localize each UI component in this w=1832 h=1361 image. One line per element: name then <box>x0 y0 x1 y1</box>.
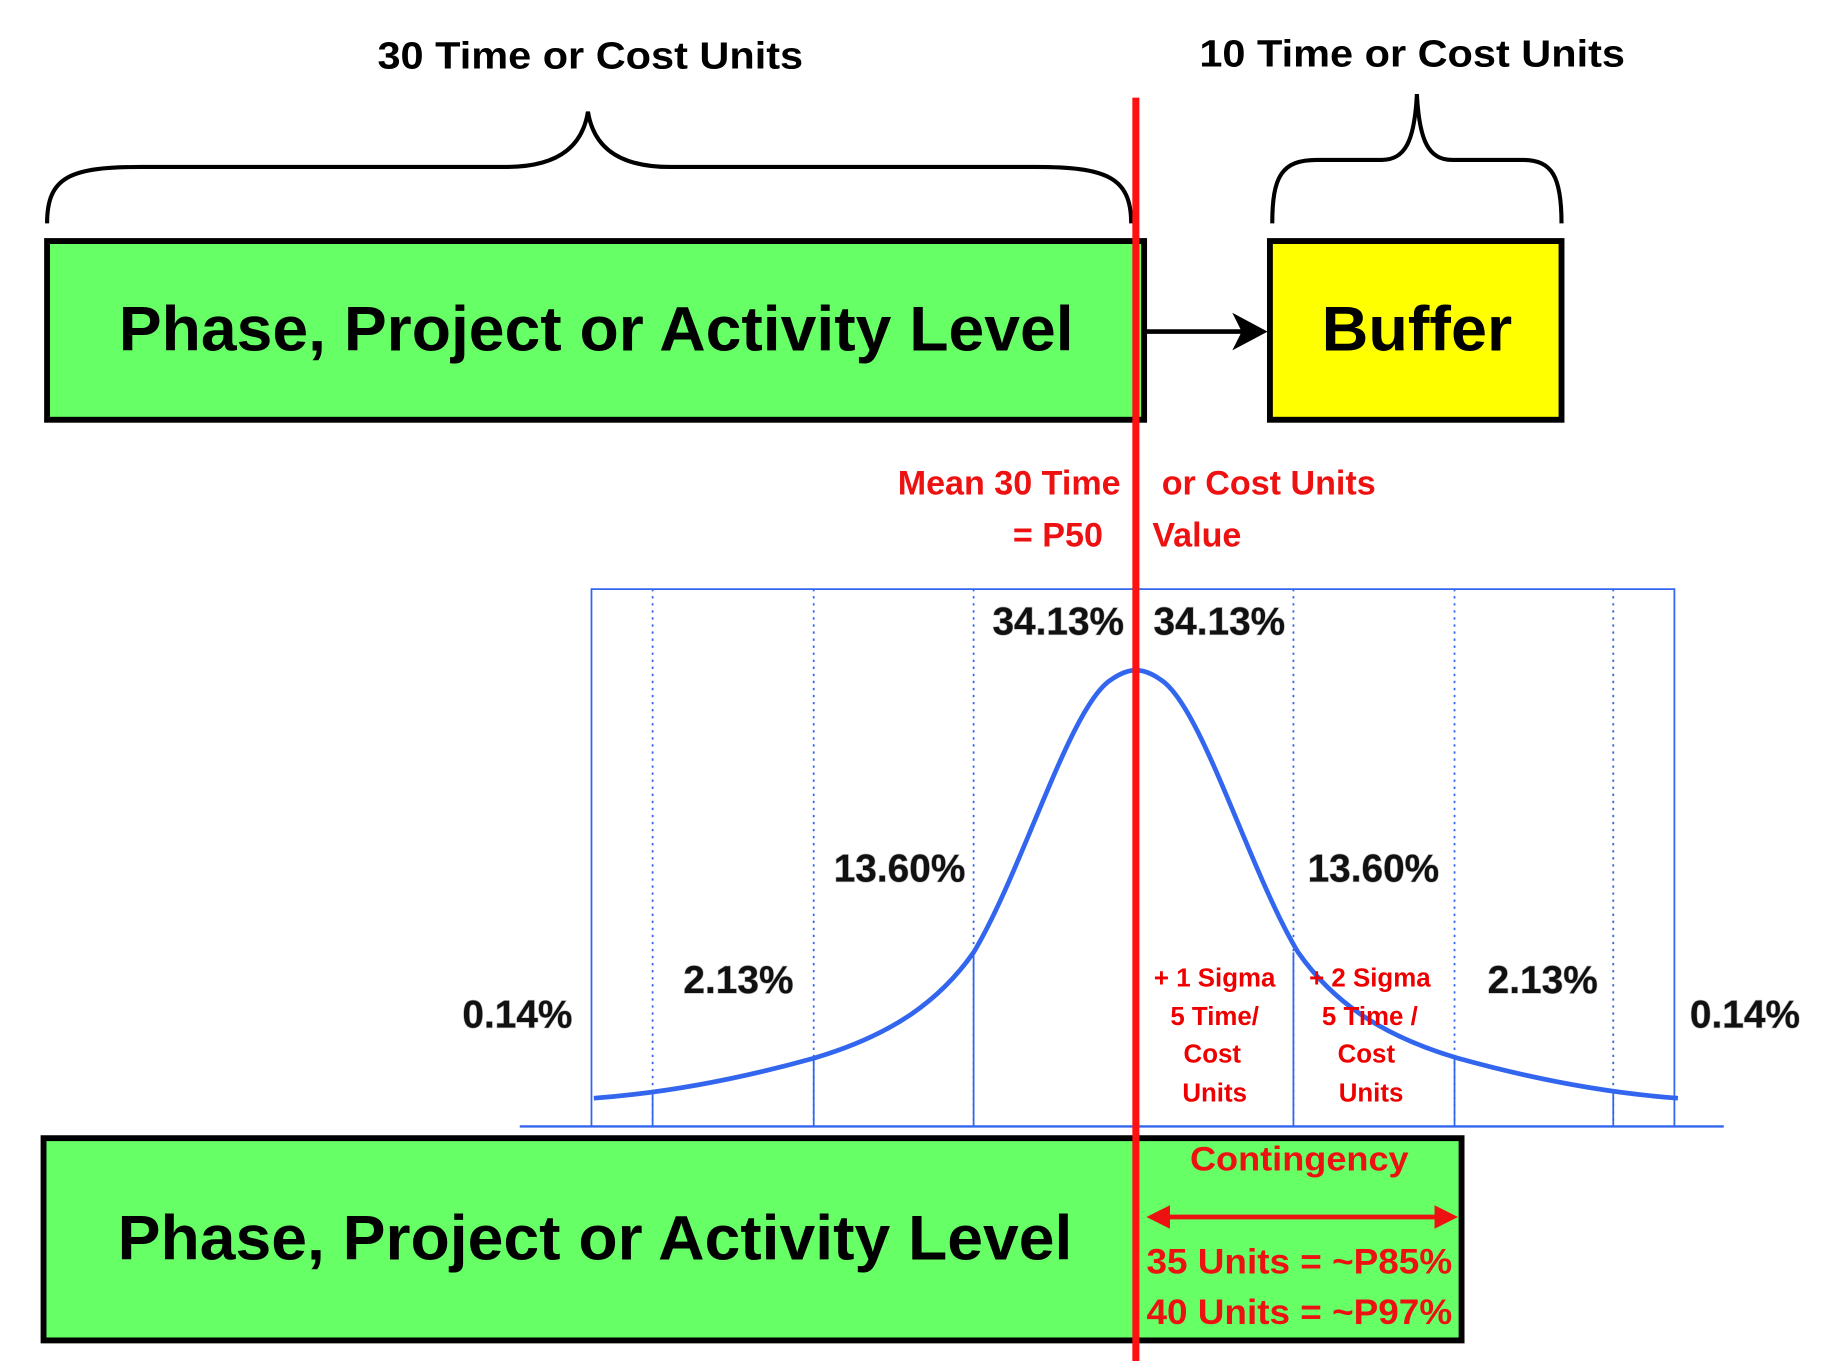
phase-label: Phase, Project or Activity Level <box>119 295 1074 365</box>
sigma-label: + 2 Sigma <box>1309 964 1431 992</box>
contingency-line: 35 Units = ~P85% <box>1146 1242 1452 1281</box>
percent-label: 2.13% <box>1488 959 1598 1002</box>
contingency-title: Contingency <box>1190 1141 1409 1179</box>
sigma-lines <box>651 589 1615 1127</box>
percent-label: 34.13% <box>992 601 1124 644</box>
contingency-line: 40 Units = ~P97% <box>1146 1293 1452 1332</box>
sigma-label: + 1 Sigma <box>1154 964 1276 992</box>
mean-label: Value <box>1152 516 1241 554</box>
mean-label: = P50 <box>1013 516 1103 554</box>
percent-label: 34.13% <box>1154 601 1286 644</box>
phase-label: Phase, Project or Activity Level <box>118 1204 1073 1274</box>
percent-label: 13.60% <box>834 848 966 891</box>
sigma-label: Units <box>1182 1080 1247 1108</box>
percent-label: 0.14% <box>1690 993 1800 1036</box>
sigma-label: Cost <box>1338 1041 1396 1069</box>
percent-label: 13.60% <box>1308 848 1440 891</box>
mean-label: Mean 30 Time <box>898 465 1121 503</box>
brace-label: 30 Time or Cost Units <box>377 35 803 77</box>
percent-label: 0.14% <box>462 993 572 1036</box>
brace-label: 10 Time or Cost Units <box>1199 32 1625 74</box>
sigma-label: 5 Time / <box>1322 1003 1418 1031</box>
sigma-label: Cost <box>1184 1041 1242 1069</box>
sigma-label: Units <box>1339 1080 1404 1108</box>
sigma-label: 5 Time/ <box>1170 1003 1259 1031</box>
phase-box <box>40 1135 1465 1344</box>
brace <box>1270 93 1564 224</box>
arrow-head <box>1232 312 1268 351</box>
mean-label: or Cost Units <box>1162 465 1376 503</box>
brace <box>45 111 1134 224</box>
buffer-label: Buffer <box>1322 295 1512 365</box>
buffer-box <box>1266 238 1565 423</box>
percent-label: 2.13% <box>683 959 793 1002</box>
phase-box <box>44 238 1148 423</box>
